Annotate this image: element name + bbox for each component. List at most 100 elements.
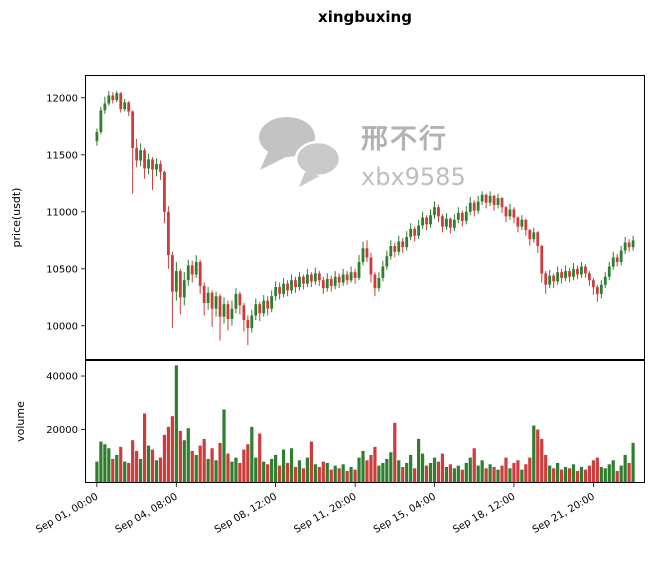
candle <box>178 268 182 315</box>
candle <box>151 157 154 191</box>
candle <box>321 276 325 294</box>
candle <box>544 271 548 294</box>
volume-bar <box>254 457 258 483</box>
candle <box>536 231 540 253</box>
volume-bar <box>567 468 572 483</box>
candle <box>611 251 615 270</box>
volume-bar <box>595 457 599 483</box>
candle <box>190 260 194 283</box>
volume-bar <box>500 465 504 483</box>
candle <box>441 214 444 233</box>
volume-bar <box>456 465 460 483</box>
volume-bar <box>262 461 266 483</box>
candle <box>389 240 393 260</box>
candle <box>143 147 146 179</box>
candle <box>290 274 293 294</box>
volume-bar <box>583 469 588 483</box>
candle <box>417 219 421 240</box>
candle <box>377 272 381 292</box>
volume-bar <box>552 468 556 483</box>
price-panel <box>85 75 645 360</box>
x-tick-label: Sep 21, 20:00 <box>531 491 597 535</box>
volume-bar <box>484 468 488 483</box>
volume-bar <box>413 468 417 483</box>
volume-bar <box>631 442 635 483</box>
volume-bar <box>182 440 186 483</box>
candle <box>325 273 329 292</box>
chart-title: xingbuxing <box>318 8 412 26</box>
volume-bar <box>337 468 341 483</box>
volume-bar <box>623 454 627 483</box>
volume-bar <box>417 438 421 483</box>
volume-bar <box>599 466 603 483</box>
volume-bar <box>317 466 321 483</box>
volume-bar <box>480 460 484 483</box>
candle <box>123 98 127 112</box>
candle <box>393 242 397 258</box>
candle <box>337 273 341 289</box>
volume-bar <box>401 466 405 483</box>
volume-bar <box>206 458 210 483</box>
candle <box>361 241 365 266</box>
volume-bar <box>575 470 580 483</box>
volume-bar <box>424 465 429 483</box>
candle <box>163 170 166 224</box>
price-tick-label: 11000 <box>46 207 78 218</box>
candle <box>560 268 563 284</box>
volume-bar <box>428 462 433 483</box>
candle <box>552 273 556 289</box>
volume-bar <box>420 453 425 483</box>
volume-tick-label: 20000 <box>46 425 78 436</box>
volume-bar <box>397 460 401 483</box>
candle <box>504 206 508 223</box>
x-tick-label: Sep 11, 20:00 <box>292 491 358 535</box>
volume-bar <box>194 454 198 483</box>
candle <box>131 110 135 194</box>
volume-bar <box>460 469 464 483</box>
candle <box>532 227 536 243</box>
candle <box>258 301 262 322</box>
volume-bar <box>385 458 389 483</box>
candle <box>631 235 635 251</box>
candle <box>353 268 357 284</box>
candle <box>524 218 528 236</box>
candle <box>607 261 611 281</box>
candle <box>564 265 567 282</box>
candle <box>619 246 623 266</box>
x-tick-label: Sep 08, 12:00 <box>213 491 279 535</box>
volume-bar <box>571 464 576 483</box>
volume-bar <box>496 469 500 483</box>
candle <box>460 210 464 227</box>
volume-bar <box>329 469 333 483</box>
candle <box>576 265 579 280</box>
candle <box>282 277 285 298</box>
candle <box>298 272 301 291</box>
candle <box>397 235 401 256</box>
candle <box>580 261 583 278</box>
volume-bar <box>238 462 242 483</box>
candle <box>588 271 591 286</box>
volume-bar <box>579 466 584 483</box>
candle <box>369 252 373 283</box>
candle <box>405 231 409 251</box>
volume-bar <box>587 465 591 483</box>
candle <box>341 268 345 286</box>
volume-bar <box>170 416 174 483</box>
volume-bar <box>230 461 234 483</box>
volume-bar <box>349 466 353 483</box>
candle <box>548 269 552 289</box>
candle <box>556 266 560 285</box>
candle <box>468 196 472 216</box>
volume-bar <box>436 461 441 483</box>
candle <box>528 228 532 246</box>
volume-tick-label: 40000 <box>46 372 78 383</box>
volume-bar <box>99 441 103 483</box>
candle <box>329 275 333 292</box>
volume-bar <box>532 425 536 483</box>
candle <box>186 259 190 286</box>
candle <box>385 250 389 270</box>
volume-bar <box>270 458 274 483</box>
volume-bar <box>234 457 238 483</box>
volume-bar <box>361 450 365 483</box>
